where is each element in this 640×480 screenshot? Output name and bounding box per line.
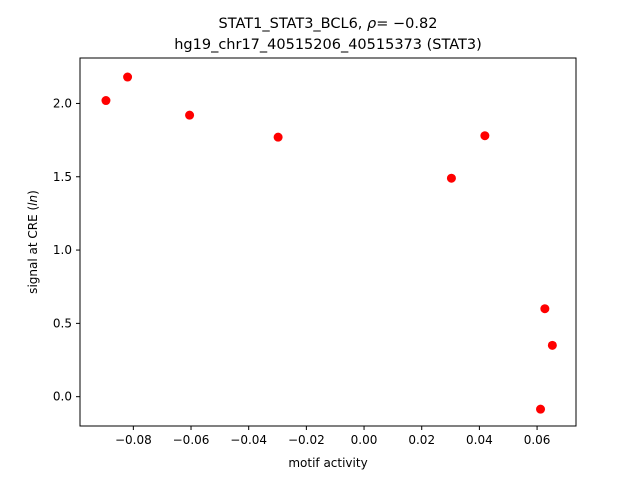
y-tick-label: 1.5 (53, 170, 72, 184)
x-tick-label: −0.02 (288, 433, 325, 447)
x-tick-label: 0.02 (408, 433, 435, 447)
plot-area-frame (79, 57, 577, 427)
data-point (446, 173, 456, 183)
y-tick-label: 1.0 (53, 243, 72, 257)
x-tick-label: 0.04 (466, 433, 493, 447)
data-point (536, 404, 546, 414)
y-tick-label: 2.0 (53, 96, 72, 110)
y-axis-label: signal at CRE (ln) (26, 190, 40, 294)
x-axis: −0.08 −0.06 −0.04 −0.02 0.00 0.02 0.04 0.06 (115, 426, 550, 447)
x-tick-label: −0.04 (230, 433, 267, 447)
y-tick-label: 0.0 (53, 390, 72, 404)
data-point (540, 304, 550, 314)
data-point (185, 110, 195, 120)
data-point (101, 96, 111, 106)
data-point (547, 340, 557, 350)
data-point (123, 72, 133, 82)
data-point (273, 132, 283, 142)
chart-title-line1: STAT1_STAT3_BCL6, ρ= −0.82 (219, 16, 438, 32)
x-tick-label: 0.00 (351, 433, 378, 447)
x-axis-label: motif activity (288, 456, 367, 470)
data-points (101, 72, 557, 414)
data-point (480, 131, 490, 141)
chart-title-line2: hg19_chr17_40515206_40515373 (STAT3) (174, 37, 482, 53)
x-tick-label: −0.06 (173, 433, 210, 447)
y-axis: 0.0 0.5 1.0 1.5 2.0 (53, 96, 80, 404)
x-tick-label: 0.06 (524, 433, 551, 447)
y-tick-label: 0.5 (53, 316, 72, 330)
x-tick-label: −0.08 (115, 433, 152, 447)
